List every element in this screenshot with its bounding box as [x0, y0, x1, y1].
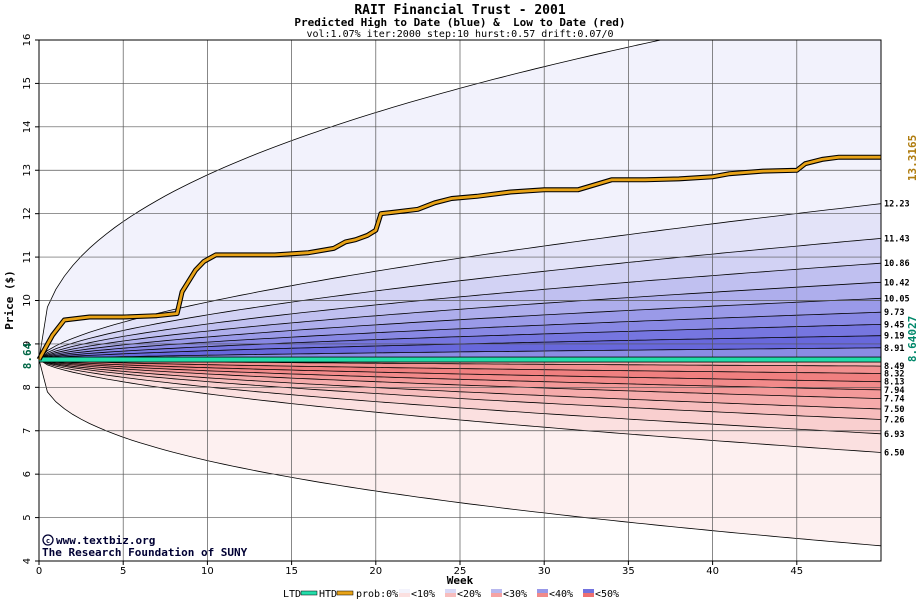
y-tick-label: 7: [22, 428, 33, 434]
legend-swatch-low-3: [537, 593, 548, 597]
x-tick-label: 20: [369, 566, 382, 577]
chart-subtitle: Predicted High to Date (blue) & Low to D…: [294, 16, 625, 29]
x-tick-label: 30: [538, 566, 551, 577]
y-tick-label: 10: [22, 294, 33, 307]
y-axis-label: Price ($): [3, 270, 16, 330]
band-end-label: 9.45: [884, 320, 904, 330]
band-end-label: 8.32: [884, 369, 904, 379]
band-end-label: 8.91: [884, 344, 904, 354]
band-end-label: 7.94: [884, 386, 904, 396]
band-end-label: 7.26: [884, 416, 904, 426]
chart-params: vol:1.07% iter:2000 step:10 hurst:0.57 d…: [306, 29, 613, 40]
legend-swatch-low-1: [445, 593, 456, 597]
x-tick-label: 40: [706, 566, 719, 577]
legend: LTD HTD prob:0% <10% <20% <30% <40% <50%: [283, 589, 619, 600]
y-tick-label: 12: [22, 207, 33, 220]
band-end-label: 6.50: [884, 449, 904, 459]
band-end-label: 8.49: [884, 362, 904, 372]
legend-swatch-high-2: [491, 589, 502, 593]
y-tick-label: 6: [22, 471, 33, 477]
y-tick-label: 8: [22, 384, 33, 390]
y-tick-label: 5: [22, 514, 33, 520]
legend-prob-items: <10% <20% <30% <40% <50%: [399, 589, 619, 600]
y-tick-label: 11: [22, 251, 33, 264]
band-end-label: 6.93: [884, 430, 904, 440]
band-end-label: 10.86: [884, 259, 910, 269]
copyright-icon: [42, 534, 54, 546]
legend-ltd-swatch: [300, 590, 318, 596]
band-end-label: 10.05: [884, 294, 910, 304]
legend-prob-label: prob:0%: [356, 589, 398, 600]
x-tick-label: 15: [285, 566, 298, 577]
last-htd-label: 13.3165: [906, 135, 919, 181]
legend-htd-swatch: [336, 590, 354, 596]
legend-item-label: <20%: [457, 589, 481, 600]
credit-org: The Research Foundation of SUNY: [42, 546, 248, 559]
start-price-label: 8.64: [21, 342, 34, 369]
legend-swatch-high-1: [445, 589, 456, 593]
legend-swatch-low-4: [583, 593, 594, 597]
band-end-label: 9.19: [884, 332, 904, 342]
ltd-line: [38, 356, 882, 363]
band-end-label: 12.23: [884, 200, 910, 210]
legend-ltd-label: LTD: [283, 589, 301, 600]
band-end-label: 10.42: [884, 278, 910, 288]
legend-item-label: <30%: [503, 589, 527, 600]
copyright-icon-glyph: c: [46, 537, 50, 545]
last-ltd-label: 8.64027: [906, 316, 919, 362]
x-tick-label: 0: [36, 566, 42, 577]
legend-item-label: <10%: [411, 589, 435, 600]
credit: c www.textbiz.org The Research Foundatio…: [42, 534, 248, 559]
x-tick-label: 10: [201, 566, 214, 577]
band-end-label: 7.74: [884, 395, 904, 405]
chart-title: RAIT Financial Trust - 2001: [354, 3, 565, 18]
legend-swatch-high-3: [537, 589, 548, 593]
x-tick-label: 45: [790, 566, 803, 577]
band-end-labels: 12.23 11.43 10.86 10.42 10.05 9.73 9.45 9.19 8.9…: [884, 200, 910, 459]
x-tick-label: 35: [622, 566, 635, 577]
legend-swatch-low-2: [491, 593, 502, 597]
credit-site: www.textbiz.org: [56, 534, 155, 547]
legend-htd-label: HTD: [319, 589, 337, 600]
y-tick-label: 9: [22, 341, 33, 347]
band-end-label: 11.43: [884, 234, 910, 244]
x-tick-label: 5: [120, 566, 126, 577]
legend-swatch-low-0: [399, 593, 410, 597]
y-tick-label: 13: [22, 164, 33, 177]
x-axis-label: Week: [447, 574, 474, 587]
y-tick-label: 4: [22, 558, 33, 564]
x-tick-label: 25: [454, 566, 467, 577]
band-end-label: 9.73: [884, 308, 904, 318]
htd-line: [37, 155, 881, 361]
legend-item-label: <50%: [595, 589, 619, 600]
band-end-label: 8.13: [884, 378, 904, 388]
legend-item-label: <40%: [549, 589, 573, 600]
legend-swatch-high-4: [583, 589, 594, 593]
y-tick-label: 14: [22, 120, 33, 133]
y-tick-label: 16: [22, 34, 33, 47]
legend-swatch-high-0: [399, 589, 410, 593]
band-end-label: 7.50: [884, 405, 904, 415]
y-tick-label: 15: [22, 77, 33, 90]
